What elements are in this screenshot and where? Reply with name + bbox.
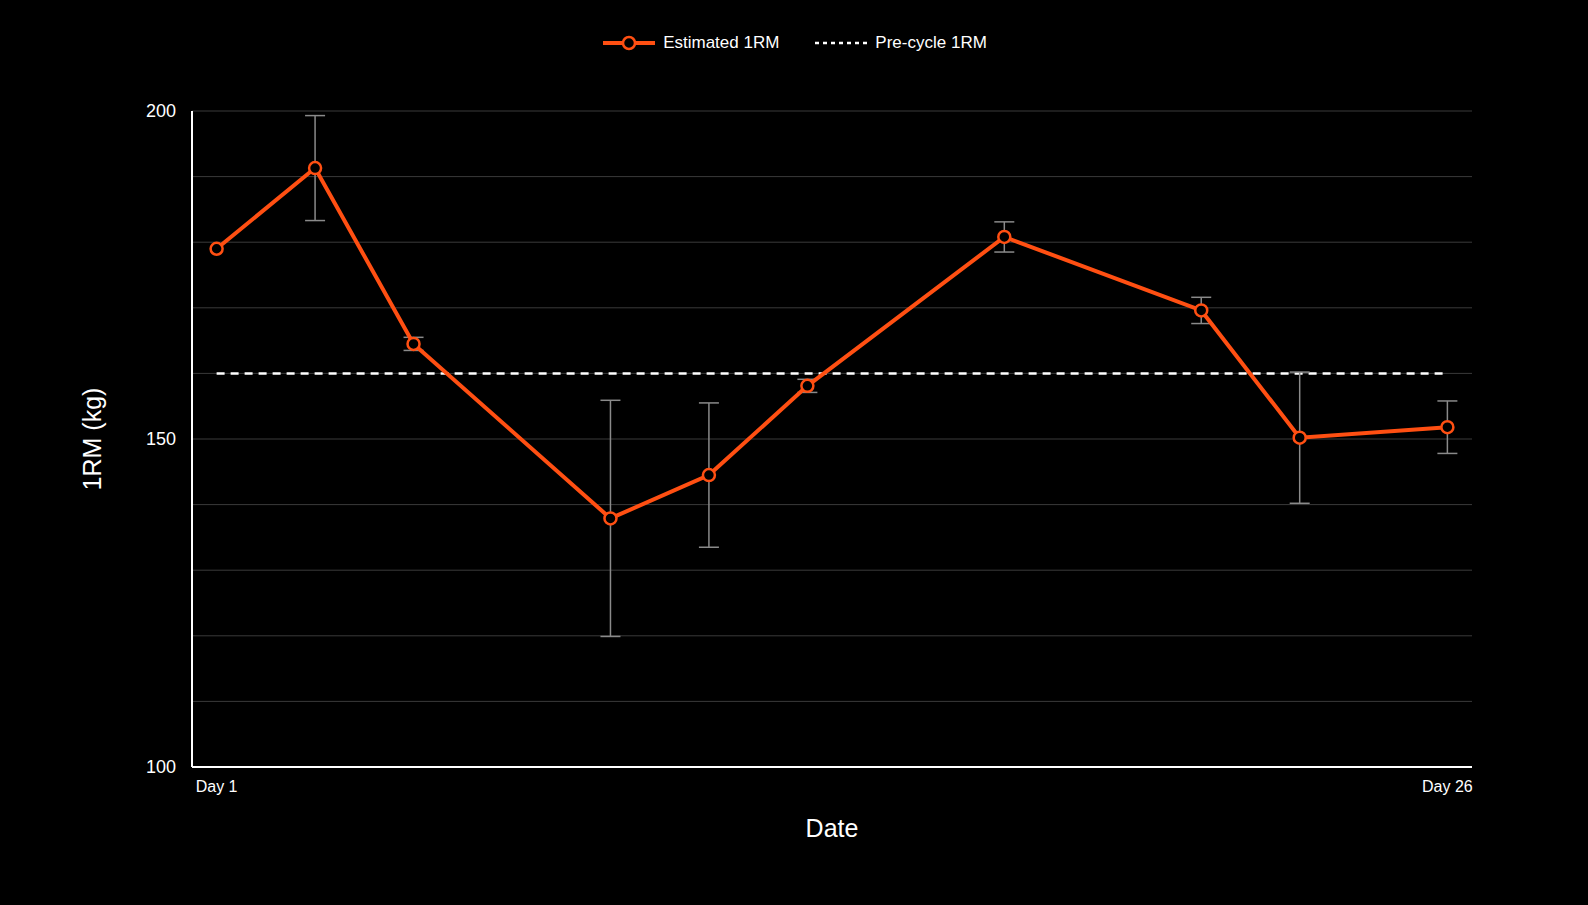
svg-text:1RM (kg): 1RM (kg) (78, 388, 106, 491)
html-text:Pre-cycle 1RM: Pre-cycle 1RM (875, 33, 987, 52)
svg-text:Day 26: Day 26 (1422, 778, 1473, 795)
svg-text:200: 200 (146, 101, 176, 121)
svg-text:100: 100 (146, 757, 176, 777)
svg-text:Day 1: Day 1 (196, 778, 238, 795)
svg-text:150: 150 (146, 429, 176, 449)
html-text:Estimated 1RM: Estimated 1RM (663, 33, 780, 52)
svg-text:Date: Date (806, 814, 859, 842)
